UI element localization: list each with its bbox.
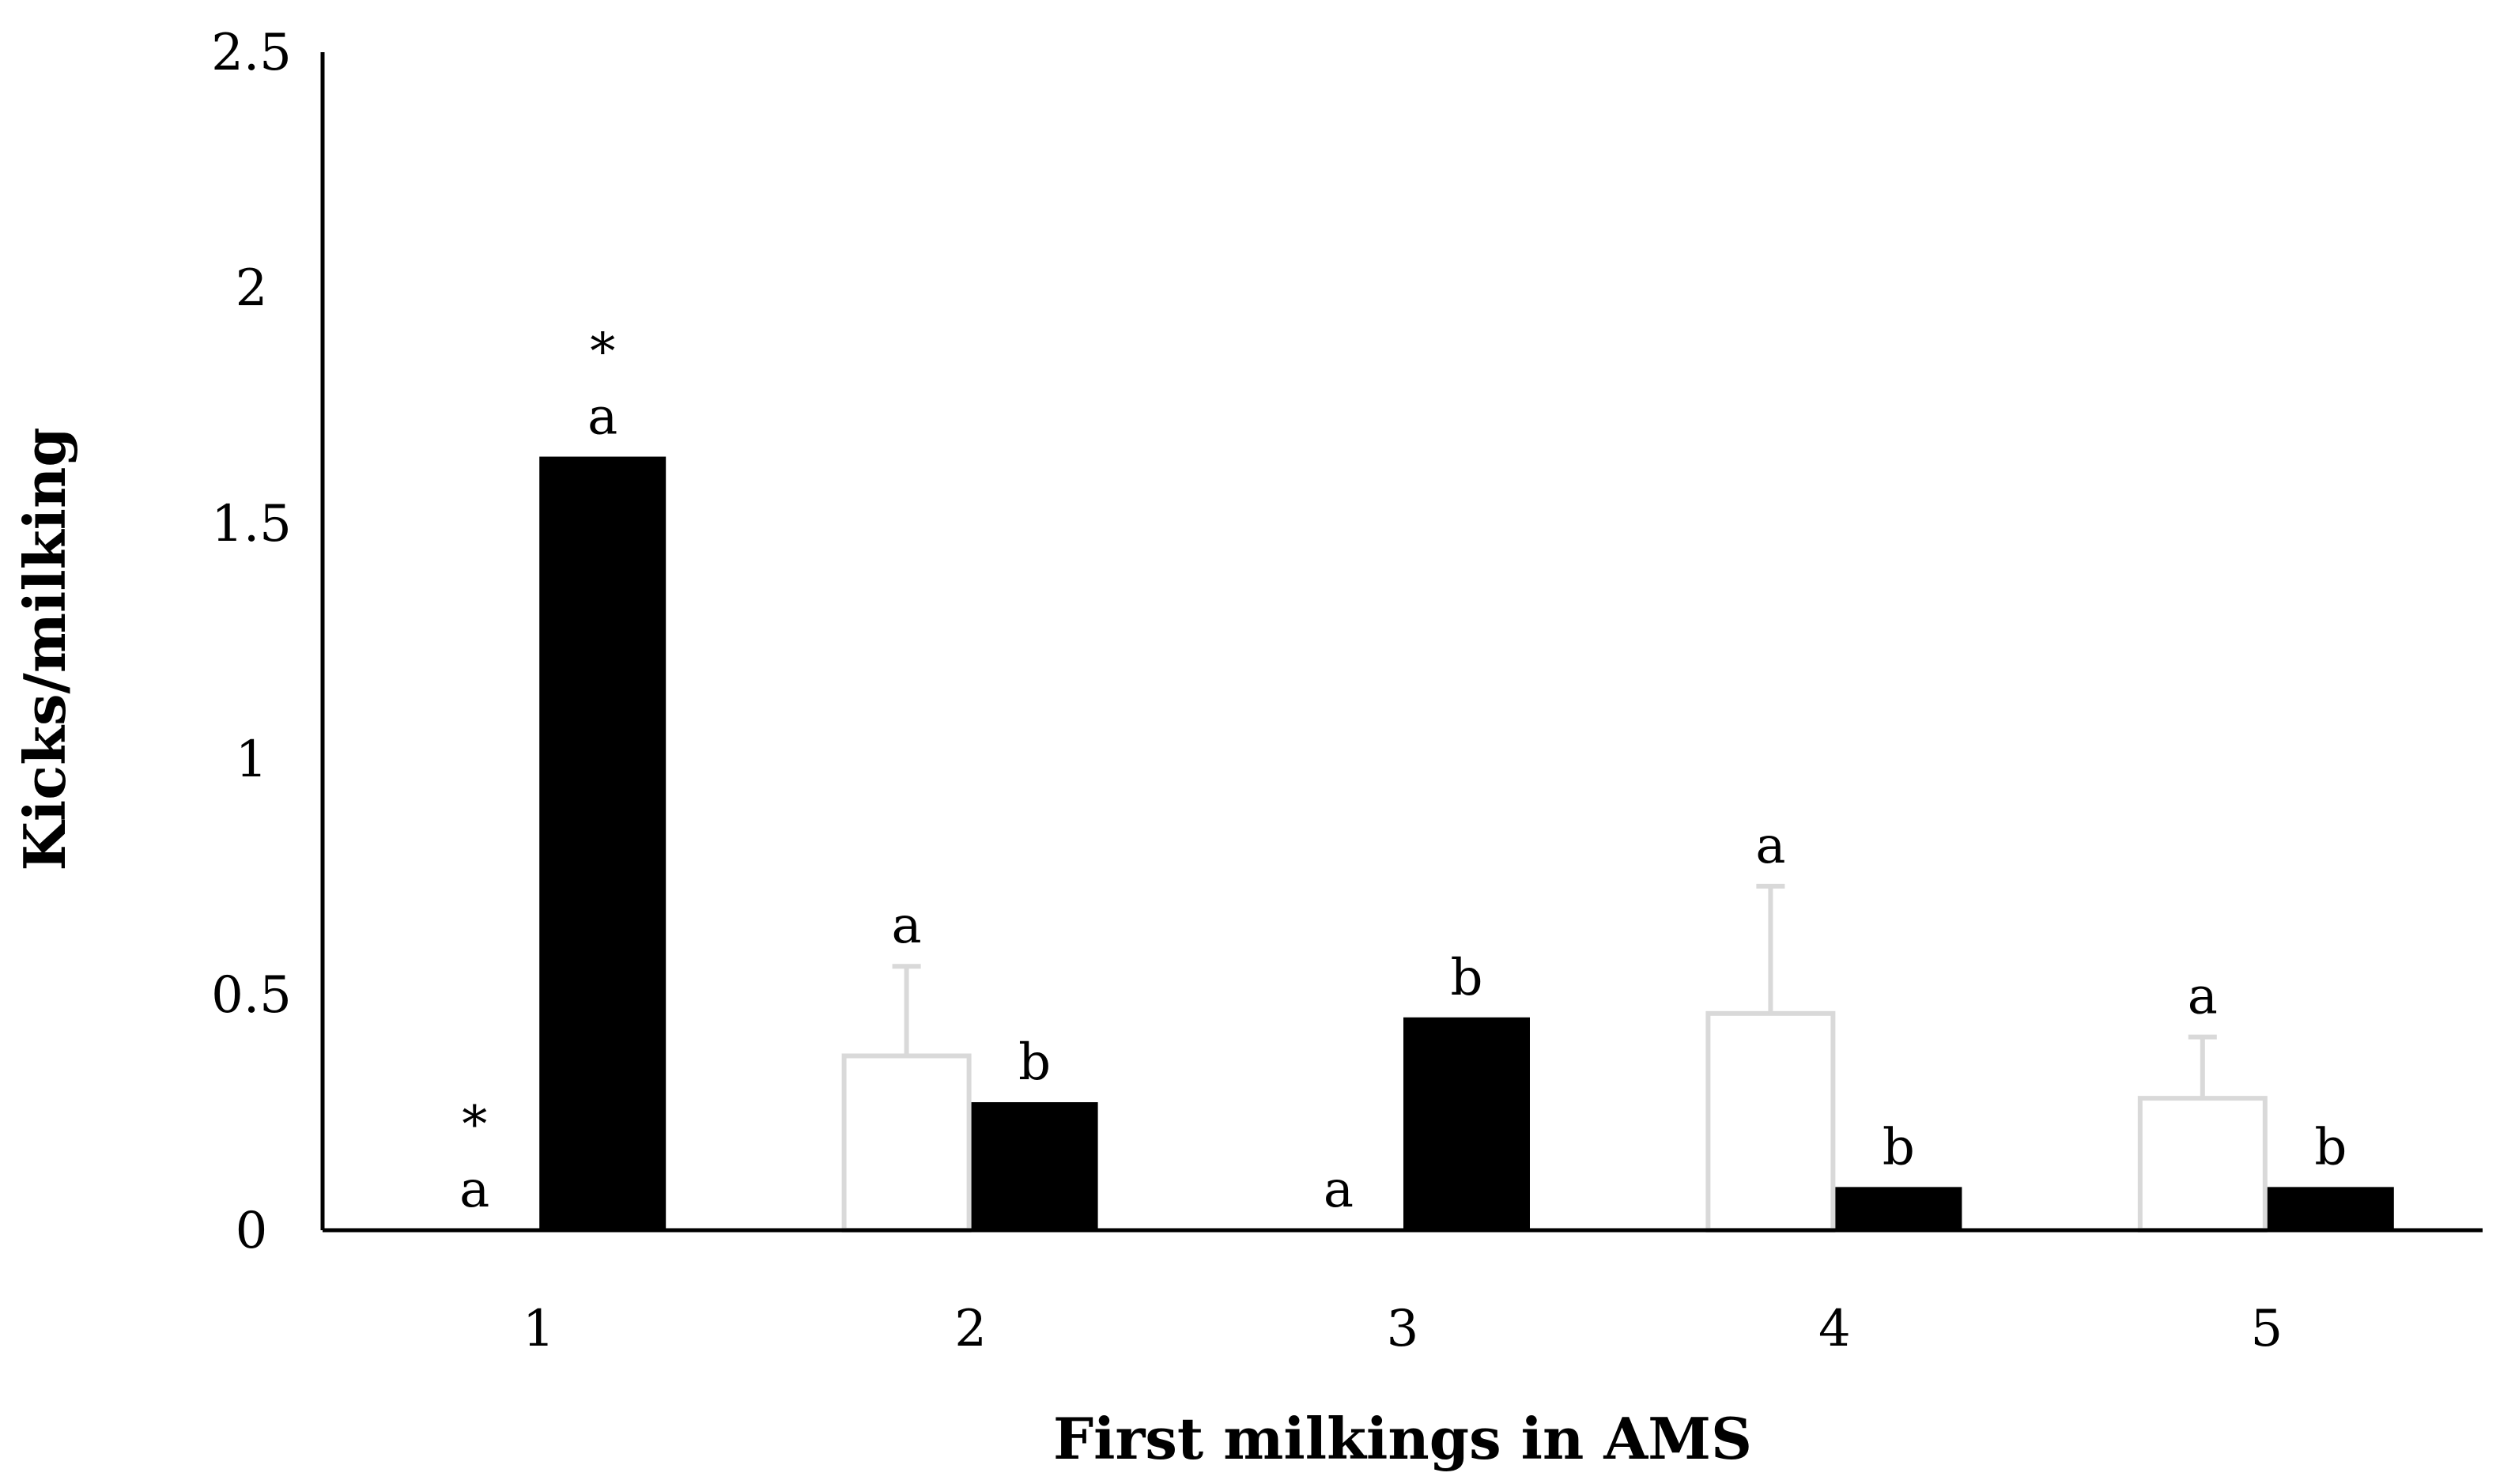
x-tick-label: 2 bbox=[954, 1300, 987, 1358]
x-tick-labels: 1 2 3 4 5 bbox=[523, 1300, 2283, 1358]
x-tick-label: 4 bbox=[1818, 1300, 1851, 1358]
significance-letter: a bbox=[1755, 817, 1785, 875]
y-tick-label: 1.5 bbox=[211, 495, 292, 553]
x-axis-title: First milkings in AMS bbox=[1053, 1405, 1752, 1472]
significance-asterisk: * bbox=[590, 323, 615, 382]
y-tick-labels: 0 0.5 1 1.5 2 2.5 bbox=[211, 24, 292, 1260]
significance-letter: a bbox=[459, 1161, 489, 1219]
y-axis-title: Kicks/milking bbox=[11, 427, 78, 870]
x-tick-label: 5 bbox=[2250, 1300, 2283, 1358]
significance-letter: b bbox=[1451, 949, 1483, 1007]
significance-letter: b bbox=[2314, 1118, 2347, 1176]
y-tick-label: 0 bbox=[236, 1202, 268, 1260]
x-tick-label: 1 bbox=[523, 1300, 555, 1358]
y-tick-label: 0.5 bbox=[211, 966, 292, 1025]
bar bbox=[539, 456, 667, 1231]
significance-letter: a bbox=[587, 388, 617, 447]
y-tick-label: 2 bbox=[236, 259, 268, 318]
x-tick-label: 3 bbox=[1387, 1300, 1419, 1358]
bar bbox=[1403, 1017, 1530, 1232]
significance-asterisk: * bbox=[462, 1096, 487, 1154]
bar bbox=[971, 1102, 1098, 1231]
bar bbox=[841, 1053, 972, 1233]
significance-letter: a bbox=[2188, 968, 2218, 1026]
bar bbox=[2137, 1096, 2268, 1233]
significance-letter: a bbox=[892, 897, 922, 955]
bar bbox=[1835, 1187, 1962, 1231]
significance-letter: b bbox=[1018, 1033, 1051, 1092]
bars-layer bbox=[539, 456, 2394, 1233]
bar bbox=[1705, 1010, 1836, 1233]
y-tick-label: 2.5 bbox=[211, 24, 292, 82]
bar bbox=[2267, 1187, 2394, 1231]
significance-letter: a bbox=[1324, 1161, 1354, 1219]
y-tick-label: 1 bbox=[236, 731, 268, 789]
significance-letter: b bbox=[1883, 1118, 1915, 1176]
labels-layer: a * a a a a a * b b b b bbox=[459, 323, 2347, 1219]
